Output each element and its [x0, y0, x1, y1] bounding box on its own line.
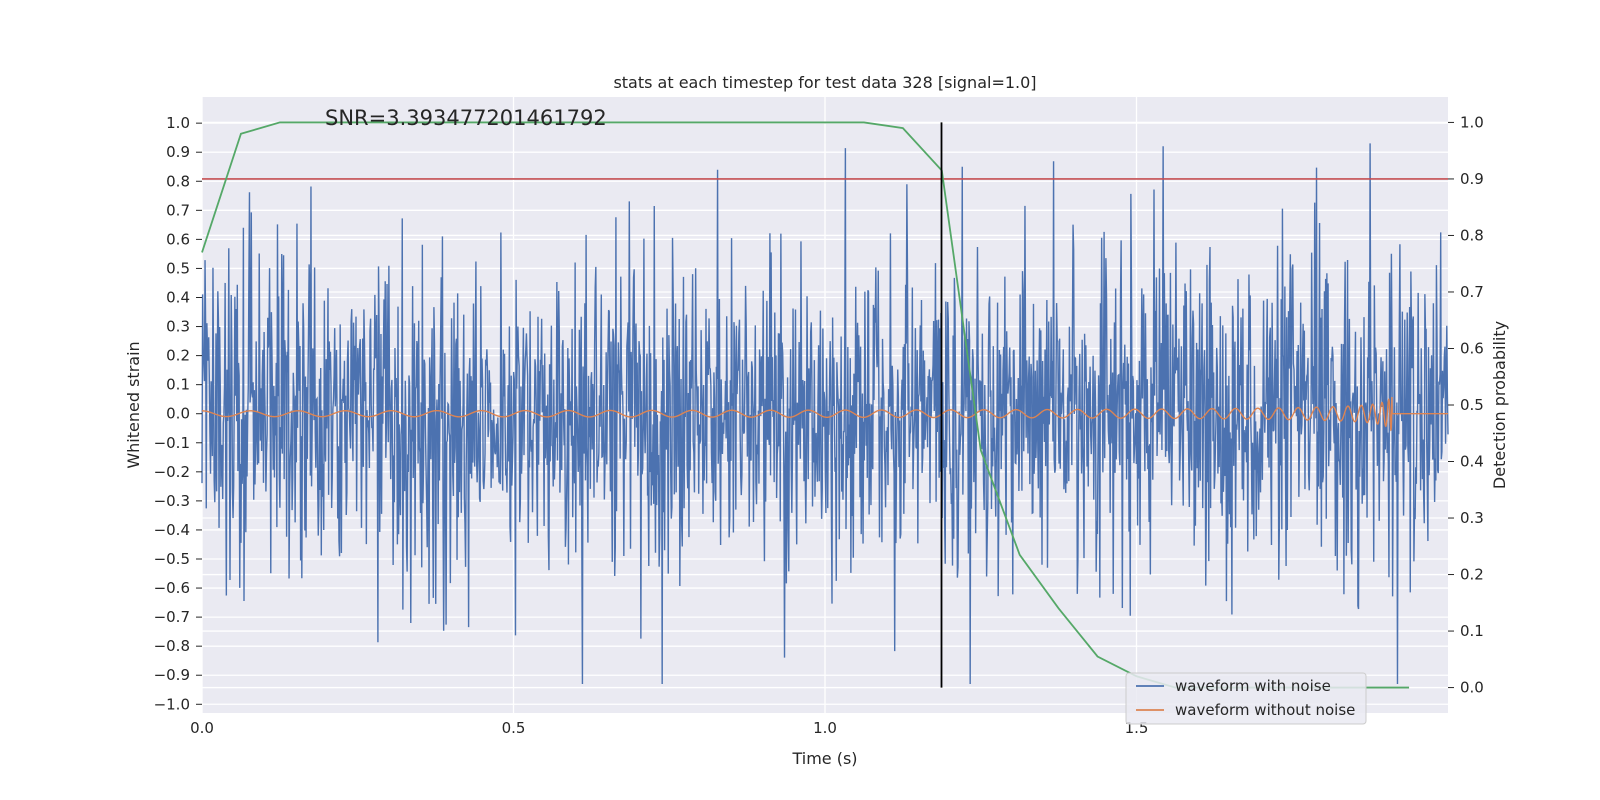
y-tick-label: 0.0 [166, 405, 190, 423]
y2-tick-label: 0.4 [1460, 453, 1484, 471]
y2-tick-label: 0.2 [1460, 566, 1484, 584]
y2-tick-label: 0.1 [1460, 622, 1484, 640]
waveform-without-noise-line [202, 396, 1448, 432]
chart-title: stats at each timestep for test data 328… [613, 73, 1036, 92]
waveform-with-noise-line [201, 143, 1449, 684]
y2-axis-label: Detection probability [1490, 321, 1509, 489]
y2-tick-label: 0.5 [1460, 396, 1484, 414]
legend-box [1125, 672, 1367, 725]
x-tick-label: 1.0 [813, 719, 837, 737]
y-tick-label: −0.2 [154, 463, 190, 481]
y-tick-label: −0.4 [154, 521, 190, 539]
y2-tick-label: 0.8 [1460, 226, 1484, 244]
y-tick-label: −0.9 [154, 666, 190, 684]
x-tick-label: 0.5 [502, 719, 526, 737]
y2-tick-label: 0.7 [1460, 283, 1484, 301]
y2-tick-label: 0.9 [1460, 170, 1484, 188]
legend-label-clean: waveform without noise [1175, 701, 1355, 719]
y2-tick-label: 0.3 [1460, 509, 1484, 527]
legend-label-noise: waveform with noise [1175, 677, 1331, 695]
y-tick-label: 0.2 [166, 347, 190, 365]
y-tick-label: 0.5 [166, 259, 190, 277]
y-tick-label: 0.6 [166, 230, 190, 248]
y-tick-label: −0.8 [154, 637, 190, 655]
y-tick-label: −0.6 [154, 579, 190, 597]
y-tick-label: −1.0 [154, 695, 190, 713]
y-tick-label: 0.8 [166, 172, 190, 190]
snr-annotation: SNR=3.393477201461792 [325, 106, 607, 130]
y-tick-label: 0.4 [166, 288, 190, 306]
y-tick-label: 0.1 [166, 376, 190, 394]
y-tick-label: −0.3 [154, 492, 190, 510]
y-tick-label: 0.3 [166, 318, 190, 336]
y-tick-label: −0.1 [154, 434, 190, 452]
y2-tick-label: 0.0 [1460, 679, 1484, 697]
y-tick-label: 1.0 [166, 114, 190, 132]
x-tick-label: 0.0 [190, 719, 214, 737]
legend: waveform with noise waveform without noi… [1125, 672, 1367, 725]
y-axis-label: Whitened strain [124, 341, 143, 468]
y-tick-label: −0.5 [154, 550, 190, 568]
axes-layer: 0.0 0.5 1.0 1.51.00.90.80.70.60.50.40.30.20… [154, 113, 1484, 737]
y-tick-label: 0.9 [166, 143, 190, 161]
y2-tick-label: 1.0 [1460, 113, 1484, 131]
x-axis-label: Time (s) [791, 749, 857, 768]
y-tick-label: −0.7 [154, 608, 190, 626]
y2-tick-label: 0.6 [1460, 339, 1484, 357]
y-tick-label: 0.7 [166, 201, 190, 219]
